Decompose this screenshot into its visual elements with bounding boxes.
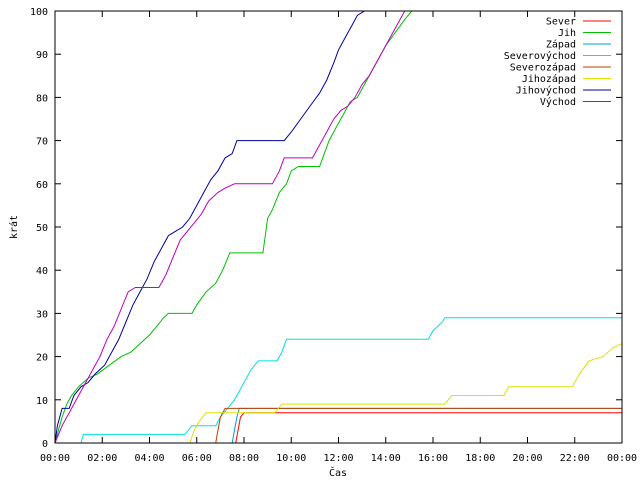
tick-layer: 00:00 02:00 04:00 06:00 08:00 10:00 12:00 14:00… (30, 7, 637, 464)
y-tick-label: 0 (42, 439, 48, 450)
legend-label: Severozápad (510, 62, 576, 74)
y-tick-label: 40 (36, 266, 48, 277)
legend-label: Východ (540, 96, 576, 108)
x-tick-label: 06:00 (182, 453, 212, 464)
x-tick-label: 00:00 (40, 453, 70, 464)
x-axis-label: Čas (329, 466, 347, 479)
y-tick-label: 100 (30, 7, 48, 18)
legend-label: Západ (546, 39, 576, 51)
y-tick-label: 60 (36, 180, 48, 191)
legend-label: Jihozápad (522, 73, 576, 85)
legend-label: Jih (558, 28, 576, 39)
series-layer (54, 10, 623, 444)
series-line-1 (54, 10, 413, 444)
series-line-7 (54, 10, 406, 444)
x-tick-label: 12:00 (323, 453, 353, 464)
x-tick-label: 22:00 (560, 453, 590, 464)
series-line-6 (54, 10, 365, 444)
series-line-3 (80, 317, 622, 444)
x-tick-label: 20:00 (512, 453, 542, 464)
x-tick-label: 08:00 (229, 453, 259, 464)
x-tick-label: 10:00 (276, 453, 306, 464)
series-line-0 (235, 412, 622, 444)
x-tick-label: 02:00 (87, 453, 117, 464)
y-axis-label: krát (8, 215, 20, 239)
y-tick-label: 10 (36, 396, 48, 407)
legend: SeverJihZápadSeverovýchodSeverozápadJiho… (504, 17, 611, 108)
x-tick-label: 04:00 (134, 453, 164, 464)
x-tick-label: 18:00 (465, 453, 495, 464)
series-line-4 (215, 407, 622, 444)
legend-label: Jihovýchod (516, 85, 576, 97)
y-tick-label: 50 (36, 223, 48, 234)
y-tick-label: 80 (36, 93, 48, 104)
x-tick-label: 16:00 (418, 453, 448, 464)
legend-label: Sever (546, 17, 576, 28)
series-line-5 (189, 343, 623, 444)
y-tick-label: 70 (36, 137, 48, 148)
x-tick-label: 00:00 (607, 453, 637, 464)
y-tick-label: 90 (36, 50, 48, 61)
y-tick-label: 20 (36, 353, 48, 364)
legend-label: Severovýchod (504, 50, 576, 62)
x-tick-label: 14:00 (371, 453, 401, 464)
y-tick-label: 30 (36, 309, 48, 320)
